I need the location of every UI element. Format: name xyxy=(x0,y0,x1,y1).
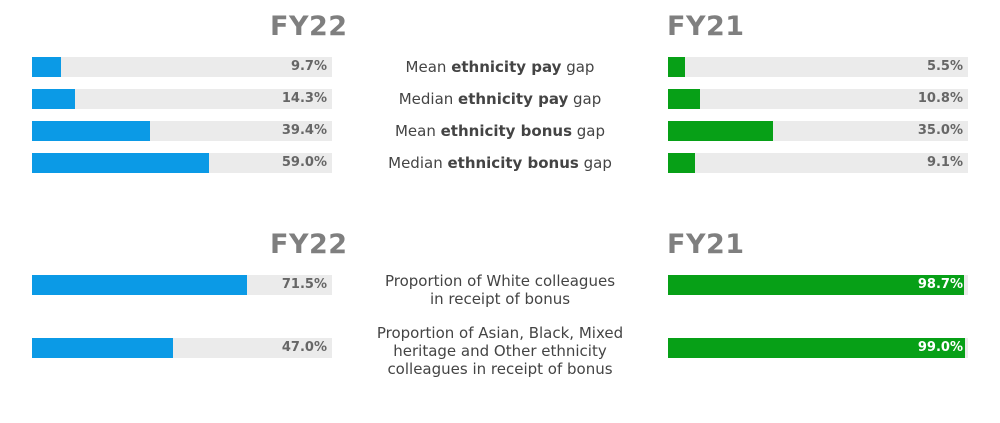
bar-track: 35.0% xyxy=(668,121,968,141)
bar-fy21 xyxy=(668,275,965,295)
bar-track: 98.7% xyxy=(668,275,968,295)
bar-track: 5.5% xyxy=(668,57,968,77)
category-label-emphasis: ethnicity bonus xyxy=(447,154,579,172)
heading-fy22-bottom: FY22 xyxy=(270,229,348,260)
category-label-emphasis: ethnicity pay xyxy=(451,58,562,76)
category-label-emphasis: ethnicity bonus xyxy=(440,122,572,140)
bar-fy21 xyxy=(668,153,696,173)
bar-value-label: 10.8% xyxy=(917,91,963,106)
category-label-emphasis: ethnicity pay xyxy=(458,90,569,108)
heading-fy21-top: FY21 xyxy=(667,11,745,42)
bar-value-label: 14.3% xyxy=(281,91,327,106)
category-label: Proportion of Asian, Black, Mixed heritag… xyxy=(350,324,650,378)
bar-fy21 xyxy=(668,57,685,77)
bar-fy22 xyxy=(32,338,173,358)
bar-track: 10.8% xyxy=(668,89,968,109)
bar-value-label: 39.4% xyxy=(281,123,327,138)
bar-fy22 xyxy=(32,89,75,109)
bar-fy22 xyxy=(32,121,151,141)
bar-track: 47.0% xyxy=(32,338,332,358)
bar-track: 14.3% xyxy=(32,89,332,109)
category-label-line: colleagues in receipt of bonus xyxy=(387,360,613,378)
category-label: Median ethnicity pay gap xyxy=(350,90,650,108)
bar-fy21 xyxy=(668,121,773,141)
bar-value-label: 35.0% xyxy=(917,123,963,138)
category-label-line: Proportion of White colleagues xyxy=(384,272,616,290)
bar-value-label: 9.1% xyxy=(926,155,963,170)
category-label-part: gap xyxy=(568,90,602,108)
bar-track: 9.1% xyxy=(668,153,968,173)
bar-fy21 xyxy=(668,89,701,109)
bar-value-label: 71.5% xyxy=(281,277,327,292)
heading-fy21-bottom: FY21 xyxy=(667,229,745,260)
bar-value-label: 59.0% xyxy=(281,155,327,170)
category-label-part: Mean xyxy=(405,58,452,76)
category-label-part: Median xyxy=(388,154,448,172)
category-label-line: Proportion of Asian, Black, Mixed xyxy=(376,324,624,342)
category-label-part: gap xyxy=(572,122,606,140)
bar-track: 39.4% xyxy=(32,121,332,141)
category-label-line: heritage and Other ethnicity xyxy=(393,342,607,360)
bar-track: 59.0% xyxy=(32,153,332,173)
heading-fy22-top: FY22 xyxy=(270,11,348,42)
category-label: Proportion of White colleagues in receipt… xyxy=(350,272,650,308)
category-label-part: gap xyxy=(578,154,612,172)
category-label-part: Median xyxy=(398,90,459,108)
bar-track: 71.5% xyxy=(32,275,332,295)
bar-track: 9.7% xyxy=(32,57,332,77)
bar-fy21 xyxy=(668,338,965,358)
bar-track: 99.0% xyxy=(668,338,968,358)
category-label: Mean ethnicity pay gap xyxy=(350,58,650,76)
category-label-part: Mean xyxy=(394,122,441,140)
bar-fy22 xyxy=(32,153,209,173)
bar-value-label: 99.0% xyxy=(917,340,963,355)
bar-value-label: 5.5% xyxy=(926,59,963,74)
bar-value-label: 9.7% xyxy=(290,59,327,74)
category-label-line: in receipt of bonus xyxy=(429,290,571,308)
bar-fy22 xyxy=(32,57,62,77)
category-label-part: gap xyxy=(561,58,595,76)
category-label: Median ethnicity bonus gap xyxy=(350,154,650,172)
bar-value-label: 98.7% xyxy=(917,277,963,292)
bar-fy22 xyxy=(32,275,247,295)
category-label: Mean ethnicity bonus gap xyxy=(350,122,650,140)
bar-value-label: 47.0% xyxy=(281,340,327,355)
